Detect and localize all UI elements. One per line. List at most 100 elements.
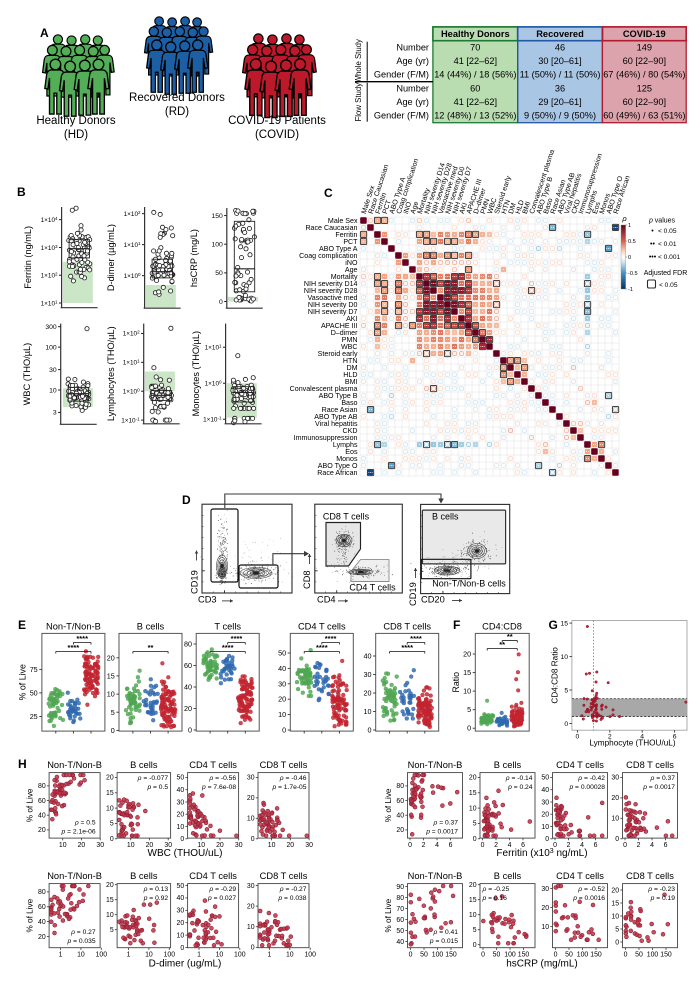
svg-text:150: 150 bbox=[211, 213, 223, 220]
svg-text:p values: p values bbox=[648, 218, 676, 225]
svg-text:Healthy Donors: Healthy Donors bbox=[36, 115, 116, 127]
svg-text:Gender (F/M): Gender (F/M) bbox=[374, 70, 429, 80]
svg-text:10: 10 bbox=[106, 805, 114, 812]
svg-text:Race African: Race African bbox=[317, 469, 357, 477]
svg-text:0: 0 bbox=[467, 724, 471, 733]
svg-text:41 [22–62]: 41 [22–62] bbox=[454, 97, 497, 107]
svg-text:10: 10 bbox=[561, 654, 569, 661]
svg-text:60: 60 bbox=[470, 83, 480, 93]
svg-text:50: 50 bbox=[30, 688, 38, 697]
svg-text:****: **** bbox=[231, 634, 243, 643]
svg-text:300: 300 bbox=[45, 324, 57, 331]
svg-text:Non-T/Non-B: Non-T/Non-B bbox=[46, 622, 101, 632]
svg-text:11 (50%) / 11 (50%): 11 (50%) / 11 (50%) bbox=[520, 70, 601, 80]
svg-text:0: 0 bbox=[564, 721, 568, 728]
svg-text:•••: ••• bbox=[649, 254, 657, 261]
svg-text:Whole Study: Whole Study bbox=[354, 39, 363, 83]
svg-text:(HD): (HD) bbox=[64, 129, 88, 141]
svg-text:****: **** bbox=[325, 634, 337, 643]
svg-text:70: 70 bbox=[470, 42, 480, 52]
svg-text:75: 75 bbox=[30, 665, 38, 674]
svg-text:5: 5 bbox=[467, 705, 471, 714]
svg-text:T cells: T cells bbox=[214, 622, 241, 632]
svg-text:3: 3 bbox=[53, 410, 57, 417]
svg-text:0: 0 bbox=[110, 836, 114, 843]
svg-text:10: 10 bbox=[463, 687, 471, 696]
svg-text:60 [22–90]: 60 [22–90] bbox=[623, 56, 666, 66]
svg-text:20: 20 bbox=[278, 695, 286, 704]
svg-text:Age (yr): Age (yr) bbox=[396, 56, 429, 66]
svg-text:30: 30 bbox=[49, 367, 57, 374]
svg-text:10: 10 bbox=[127, 842, 135, 849]
svg-text:H: H bbox=[18, 757, 27, 771]
svg-text:**: ** bbox=[507, 632, 513, 641]
svg-text:Recovered Donors: Recovered Donors bbox=[129, 92, 225, 104]
svg-text:0: 0 bbox=[368, 726, 372, 735]
svg-text:B: B bbox=[17, 185, 26, 199]
svg-text:Number: Number bbox=[396, 83, 429, 93]
svg-text:40: 40 bbox=[278, 664, 286, 673]
svg-text:50: 50 bbox=[215, 270, 223, 277]
svg-text:10: 10 bbox=[278, 710, 286, 719]
svg-text:15: 15 bbox=[561, 620, 569, 627]
svg-text:60 [22–90]: 60 [22–90] bbox=[623, 97, 666, 107]
svg-text:149: 149 bbox=[637, 42, 652, 52]
svg-text:Ferritin (ng/mL): Ferritin (ng/mL) bbox=[23, 226, 33, 289]
svg-text:**: ** bbox=[148, 643, 154, 652]
svg-text:CD8 T cells: CD8 T cells bbox=[383, 622, 431, 632]
svg-text:50: 50 bbox=[278, 649, 286, 658]
svg-text:10: 10 bbox=[364, 707, 372, 716]
svg-text:15: 15 bbox=[106, 790, 114, 797]
svg-text:D-dimer (µg/mL): D-dimer (µg/mL) bbox=[106, 224, 116, 291]
svg-text:40: 40 bbox=[38, 813, 46, 820]
svg-text:20: 20 bbox=[78, 842, 86, 849]
svg-text:0: 0 bbox=[576, 733, 580, 740]
svg-text:hsCRP (mg/L): hsCRP (mg/L) bbox=[189, 229, 199, 287]
svg-text:15: 15 bbox=[107, 671, 115, 680]
svg-text:CD4: CD4 bbox=[317, 595, 336, 605]
svg-text:46: 46 bbox=[555, 42, 565, 52]
svg-text:(COVID): (COVID) bbox=[255, 129, 299, 141]
svg-text:12 (48%) / 13 (52%): 12 (48%) / 13 (52%) bbox=[434, 111, 516, 121]
svg-text:10: 10 bbox=[59, 842, 67, 849]
svg-text:-1: -1 bbox=[628, 287, 633, 293]
svg-text:30: 30 bbox=[278, 679, 286, 688]
svg-text:Gender (F/M): Gender (F/M) bbox=[374, 111, 429, 121]
svg-text:Lymphocytes (THO/µL): Lymphocytes (THO/µL) bbox=[106, 326, 116, 421]
svg-text:G: G bbox=[549, 618, 558, 632]
svg-text:CD4 T cells: CD4 T cells bbox=[349, 583, 396, 593]
svg-text:< 0.05: < 0.05 bbox=[659, 282, 678, 289]
svg-text:9 (50%) / 9 (50%): 9 (50%) / 9 (50%) bbox=[524, 111, 596, 121]
svg-text:COVID-19 Patients: COVID-19 Patients bbox=[228, 115, 326, 127]
svg-text:30: 30 bbox=[96, 842, 104, 849]
svg-text:30: 30 bbox=[364, 670, 372, 679]
svg-text:E: E bbox=[18, 618, 26, 632]
svg-text:C: C bbox=[324, 186, 333, 200]
svg-text:p = 2.1e-06: p = 2.1e-06 bbox=[61, 828, 96, 835]
svg-text:CD8: CD8 bbox=[302, 570, 312, 589]
svg-text:40: 40 bbox=[184, 683, 192, 692]
svg-text:(RD): (RD) bbox=[165, 106, 189, 118]
svg-text:20: 20 bbox=[364, 689, 372, 698]
svg-text:41 [22–62]: 41 [22–62] bbox=[454, 56, 497, 66]
svg-text:5: 5 bbox=[564, 687, 568, 694]
svg-text:< 0.01: < 0.01 bbox=[658, 241, 677, 248]
svg-text:****: **** bbox=[410, 634, 422, 643]
svg-text:Lymphocyte (THOU/uL): Lymphocyte (THOU/uL) bbox=[589, 739, 675, 748]
svg-text:20: 20 bbox=[38, 827, 46, 834]
svg-text:80: 80 bbox=[38, 783, 46, 790]
svg-text:20: 20 bbox=[463, 650, 471, 659]
svg-text:0: 0 bbox=[111, 726, 115, 735]
svg-text:40: 40 bbox=[364, 652, 372, 661]
svg-text:0.5: 0.5 bbox=[628, 239, 636, 245]
svg-text:< 0.05: < 0.05 bbox=[658, 228, 677, 235]
svg-text:29 [20–61]: 29 [20–61] bbox=[538, 97, 581, 107]
svg-text:< 0.001: < 0.001 bbox=[658, 254, 681, 261]
svg-text:60: 60 bbox=[184, 661, 192, 670]
svg-text:10: 10 bbox=[107, 690, 115, 699]
svg-text:CD4:CD8 Ratio: CD4:CD8 Ratio bbox=[551, 647, 560, 704]
svg-text:A: A bbox=[40, 26, 49, 40]
svg-text:20: 20 bbox=[107, 653, 115, 662]
svg-text:100: 100 bbox=[45, 344, 57, 351]
svg-text:ρ: ρ bbox=[621, 214, 627, 223]
